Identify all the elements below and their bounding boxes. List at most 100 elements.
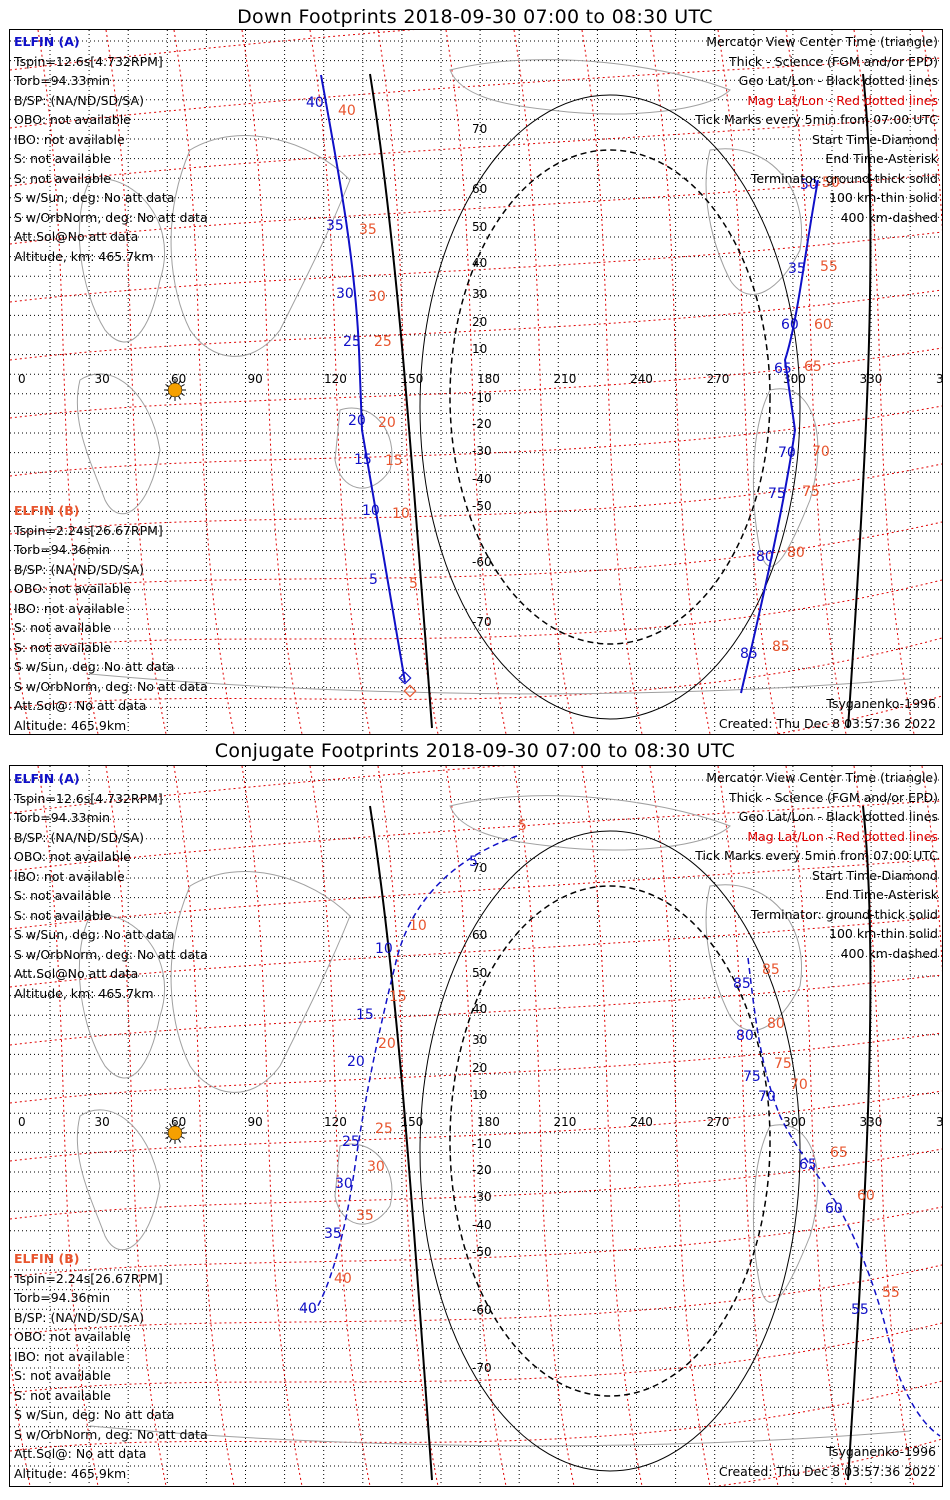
mag-lat-line	[10, 1032, 942, 1104]
sun-icon	[178, 1138, 181, 1143]
mag-lat-line	[10, 521, 942, 593]
elfin-b-tick-label: 85	[772, 639, 790, 655]
field-model: Tsyganenko-1996	[826, 1444, 936, 1459]
elfin-b-tick-label: 60	[857, 1188, 875, 1204]
legend-line: Terminator: ground-thick solid	[750, 170, 938, 186]
elfin-b-tick-label: 10	[392, 506, 410, 522]
lat-label: 30	[472, 287, 487, 301]
mag-lat-line	[10, 1206, 942, 1278]
mag-lat-line	[10, 1148, 942, 1220]
terminator-ground	[847, 73, 872, 729]
info-line: S w/OrbNorm, deg: No att data	[14, 678, 208, 694]
elfin-a-heading: ELFIN (A)	[14, 34, 80, 49]
legend-line: Thick - Science (FGM and/or EPD)	[729, 789, 938, 805]
mag-lat-line	[773, 695, 942, 734]
info-line: S w/Sun, deg: No att data	[14, 1407, 175, 1422]
elfin-a-tick-label: 70	[758, 1089, 776, 1105]
mag-lat-line	[10, 1322, 942, 1394]
lon-label: 90	[248, 372, 263, 386]
info-line: S w/OrbNorm, deg: No att data	[14, 946, 208, 962]
field-model: Tsyganenko-1996	[826, 696, 936, 711]
info-line: S w/OrbNorm, deg: No att data	[14, 209, 208, 225]
info-line: IBO: not available	[14, 1348, 125, 1364]
legend-line: End Time-Asterisk	[825, 887, 938, 902]
coastline	[78, 914, 166, 1079]
mag-lon-line	[309, 766, 371, 1486]
terminator-100km	[419, 94, 801, 720]
mag-lat-line	[713, 1438, 942, 1486]
sun-icon	[165, 1136, 170, 1139]
sun-icon	[180, 1127, 185, 1130]
elfin-b-tick-label: 85	[762, 962, 780, 978]
info-line: S: not available	[14, 639, 111, 655]
lat-label: -50	[472, 1245, 492, 1259]
coastline	[76, 373, 161, 515]
mag-lon-line	[445, 766, 507, 1486]
lon-label: 360	[936, 372, 942, 386]
info-line: Att.Sol@No att data	[14, 229, 139, 244]
info-line: B/SP: (NA/ND/SD/SA)	[14, 829, 144, 845]
elfin-a-tick-label: 25	[343, 334, 361, 350]
sun-icon	[165, 384, 170, 387]
lat-label: -20	[472, 1163, 492, 1177]
terminator-ground	[847, 805, 872, 1481]
info-line: Tspin=2.24s[26.67RPM]	[14, 1270, 163, 1286]
map-canvas: 0306090120150180210240270300330360706050…	[10, 30, 942, 734]
info-line: Tspin=12.6s[4.732RPM]	[14, 53, 163, 69]
lat-label: 70	[472, 861, 487, 875]
elfin-b-tick-label: 10	[409, 918, 427, 934]
elfin-a-tick-label: 50	[800, 177, 818, 193]
elfin-a-tick-label: 85	[740, 646, 758, 662]
sun-icon	[169, 395, 172, 400]
start-diamond-icon	[398, 671, 412, 685]
legend-line: Mag Lat/Lon - Red dotted lines	[747, 92, 938, 108]
elfin-a-tick-label: 35	[324, 1226, 342, 1242]
coastline	[752, 1124, 819, 1303]
lat-label: -30	[472, 444, 492, 458]
info-line: IBO: not available	[14, 131, 125, 147]
elfin-b-tick-label: 40	[334, 1271, 352, 1287]
info-line: B/SP: (NA/ND/SD/SA)	[14, 561, 144, 577]
map-legend: Mercator View Center Time (triangle) Thi…	[695, 768, 938, 963]
elfin-a-tick-label: 15	[354, 452, 372, 468]
coastline	[334, 407, 393, 489]
elfin-a-track-west	[320, 74, 406, 683]
elfin-a-tick-label: 10	[362, 503, 380, 519]
elfin-a-tick-label: 30	[335, 1176, 353, 1192]
lon-label: 210	[554, 1115, 577, 1129]
info-line: Altitude, km: 465.7km	[14, 248, 154, 264]
sun-icon	[178, 395, 181, 400]
lat-label: -60	[472, 555, 492, 569]
sun-icon	[178, 1123, 181, 1128]
elfin-a-tick-label: 70	[778, 445, 796, 461]
info-line: Torb=94.33min	[14, 810, 111, 825]
elfin-b-tick-label: 75	[802, 484, 820, 500]
coastline	[705, 884, 802, 1031]
elfin-b-tick-label: 30	[367, 1159, 385, 1175]
elfin-a-tick-label: 10	[375, 941, 393, 957]
elfin-a-info: ELFIN (A) Tspin=12.6s[4.732RPM] Torb=94.…	[14, 769, 208, 1003]
mag-lat-line	[10, 1264, 942, 1336]
mag-lat-line	[10, 916, 942, 988]
lon-label: 150	[401, 1115, 424, 1129]
lon-label: 240	[630, 1115, 653, 1129]
lon-label: 120	[324, 372, 347, 386]
lat-label: 40	[472, 1002, 487, 1016]
legend-line: Start Time-Diamond	[811, 867, 938, 883]
info-line: S: not available	[14, 170, 111, 186]
mag-lat-line	[10, 347, 942, 419]
lon-label: 30	[95, 1115, 110, 1129]
info-line: IBO: not available	[14, 600, 125, 616]
legend-line: Mag Lat/Lon - Red dotted lines	[747, 828, 938, 844]
elfin-a-tick-label: 30	[336, 286, 354, 302]
created-timestamp: Created: Thu Dec 8 03:57:36 2022	[718, 716, 936, 731]
mag-lat-line	[10, 579, 942, 651]
sun-icon	[165, 1127, 170, 1130]
elfin-a-tick-label: 65	[774, 361, 792, 377]
legend-line: End Time-Asterisk	[825, 151, 938, 166]
elfin-a-track-west	[314, 835, 518, 1312]
mag-lat-line	[10, 115, 942, 187]
lat-label: -30	[472, 1190, 492, 1204]
legend-line: Geo Lat/Lon - Black dotted lines	[738, 809, 938, 824]
elfin-a-tick-label: 5	[369, 572, 378, 588]
